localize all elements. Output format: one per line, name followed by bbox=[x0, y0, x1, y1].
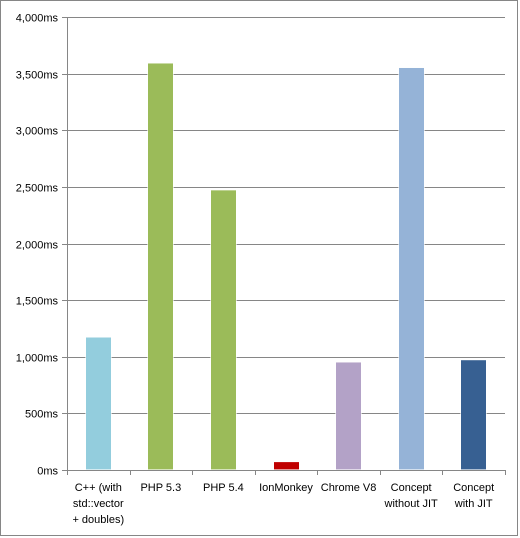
bar-outline bbox=[210, 189, 237, 471]
category-label: PHP 5.3 bbox=[140, 482, 181, 494]
bar bbox=[336, 362, 361, 470]
y-tick-label: 4,000ms bbox=[16, 13, 59, 25]
y-tick-label: 2,000ms bbox=[16, 240, 59, 252]
bar bbox=[211, 190, 236, 470]
bar-outline bbox=[147, 62, 174, 471]
bar bbox=[86, 337, 111, 470]
gridlines bbox=[67, 17, 505, 414]
axes bbox=[62, 17, 506, 475]
y-tick-label: 1,000ms bbox=[16, 353, 59, 365]
y-tick-label: 500ms bbox=[25, 409, 59, 421]
y-tick-label: 3,000ms bbox=[16, 126, 59, 138]
bar-outline bbox=[85, 336, 112, 470]
bar bbox=[148, 63, 173, 471]
category-label: Concept with JIT bbox=[453, 482, 494, 510]
bar bbox=[274, 462, 299, 470]
bar-outline bbox=[335, 361, 362, 471]
bar bbox=[461, 360, 486, 470]
category-label: PHP 5.4 bbox=[203, 482, 244, 494]
y-tick-label: 0ms bbox=[37, 466, 58, 478]
bars bbox=[85, 62, 487, 471]
labels: 0ms 500ms 1,000ms 1,500ms 2,000ms 2,500ms 3,00… bbox=[16, 13, 494, 527]
y-tick-label: 1,500ms bbox=[16, 296, 59, 308]
bar-outline bbox=[398, 66, 425, 471]
category-label: Concept without JIT bbox=[384, 482, 438, 510]
y-tick-label: 2,500ms bbox=[16, 183, 59, 195]
category-label: IonMonkey bbox=[259, 482, 313, 494]
y-tick-label: 3,500ms bbox=[16, 70, 59, 82]
category-label: Chrome V8 bbox=[321, 482, 377, 494]
bar bbox=[399, 67, 424, 471]
category-label: C++ (with std::vector + doubles) bbox=[72, 482, 124, 526]
bar-outline bbox=[460, 359, 487, 470]
bar-outline bbox=[273, 461, 300, 471]
